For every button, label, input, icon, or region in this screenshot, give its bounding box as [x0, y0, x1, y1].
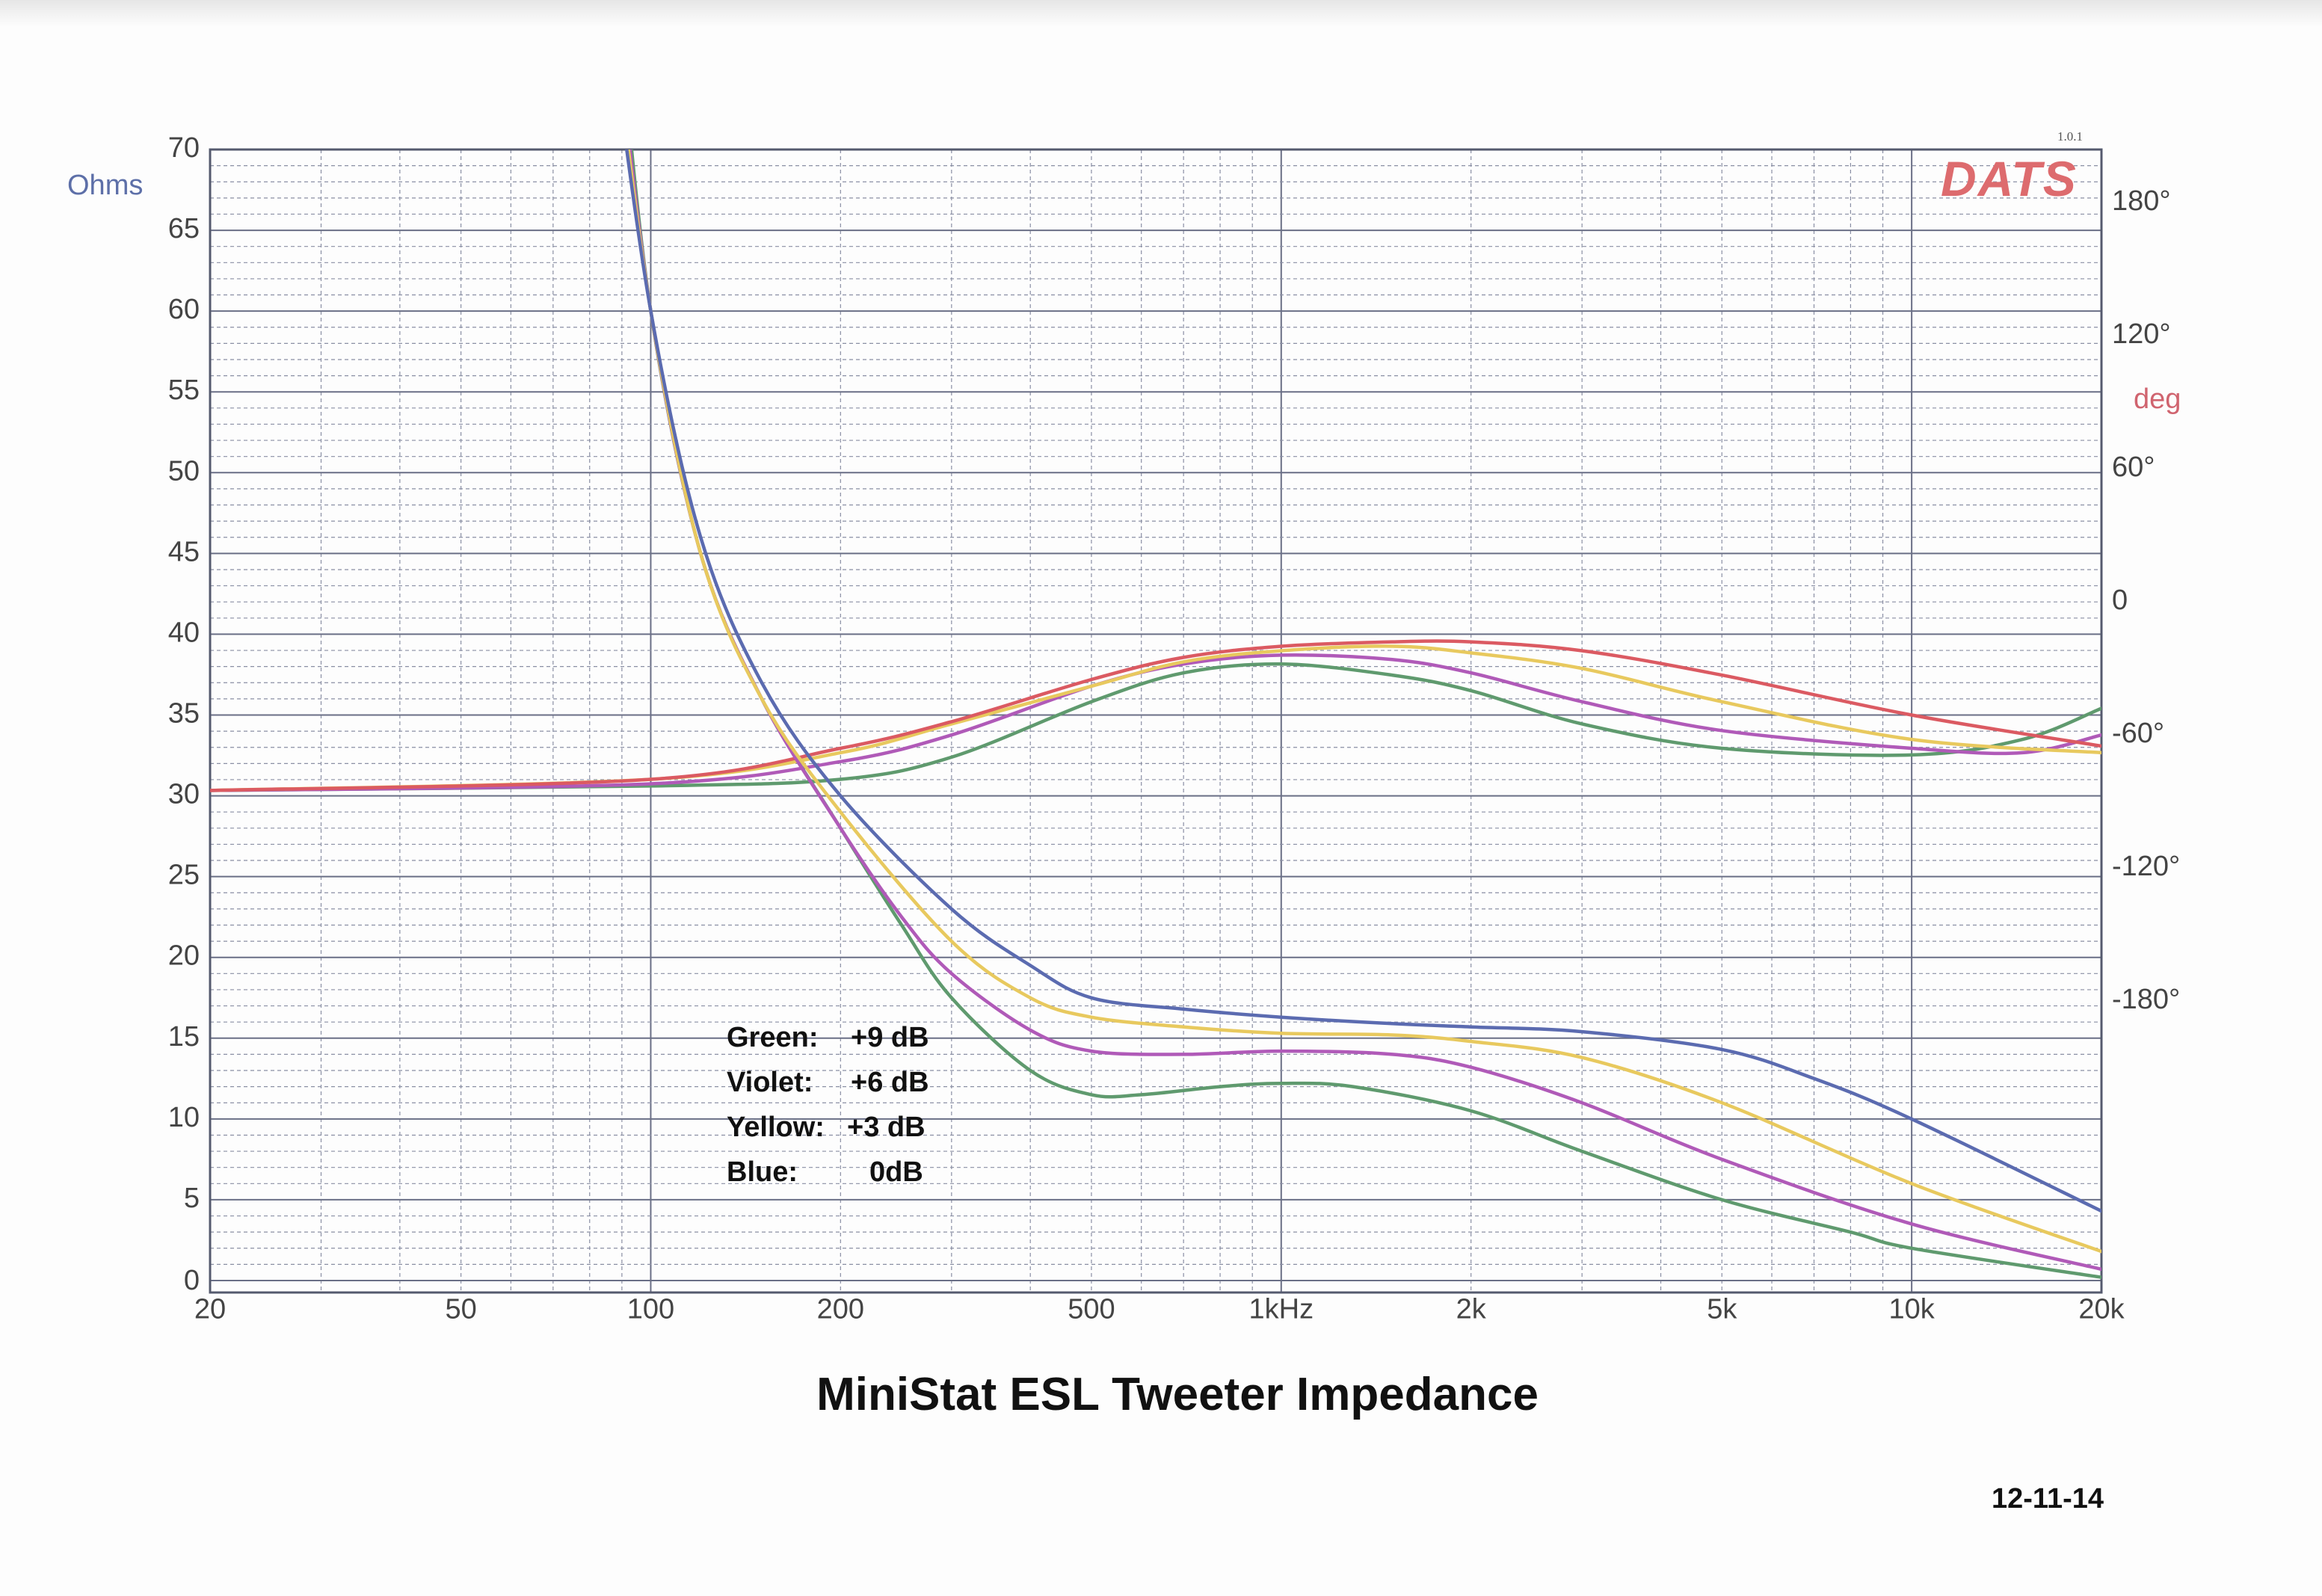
- ohms-tick-label: 5: [184, 1183, 200, 1214]
- phase-tick-label: -120°: [2112, 851, 2180, 882]
- phase-tick-label: -60°: [2112, 718, 2164, 749]
- phase-tick-label: -180°: [2112, 984, 2180, 1015]
- frequency-tick-label: 20k: [2078, 1293, 2125, 1325]
- ohms-tick-label: 70: [168, 132, 200, 164]
- ohms-tick-label: 10: [168, 1102, 200, 1133]
- ohms-tick-label: 30: [168, 779, 200, 810]
- legend-value-blue: 0dB: [869, 1156, 923, 1188]
- chart-title: MiniStat ESL Tweeter Impedance: [816, 1369, 1539, 1420]
- ohms-tick-label: 60: [168, 294, 200, 325]
- frequency-axis: 20 50 100 200 500 1kHz 2k 5k 10k 20k: [194, 1293, 2125, 1325]
- impedance-curve-violet: [628, 150, 2101, 1272]
- phase-curve-red: [210, 639, 2101, 792]
- ohms-unit-label: Ohms: [67, 170, 143, 201]
- impedance-curve-green: [629, 150, 2101, 1279]
- dats-logo: DATS: [1941, 151, 2078, 206]
- ohms-tick-label: 20: [168, 940, 200, 972]
- phase-curve-yellow: [210, 644, 2101, 792]
- phase-tick-label: 60°: [2112, 452, 2155, 483]
- legend-value-yellow: +3 dB: [847, 1112, 926, 1143]
- deg-unit-label: deg: [2134, 383, 2181, 415]
- curves: [210, 150, 2101, 1279]
- frequency-tick-label: 100: [627, 1293, 674, 1325]
- impedance-curve-yellow: [626, 150, 2101, 1254]
- scan-edge: [0, 0, 2322, 27]
- legend-block: Green: +9 dB Violet: +6 dB Yellow: +3 dB…: [727, 1022, 929, 1188]
- phase-axis: 180° 120° 60° 0 -60° -120° -180°: [2112, 185, 2180, 1015]
- frequency-tick-label: 10k: [1888, 1293, 1935, 1325]
- legend-value-green: +9 dB: [851, 1022, 929, 1053]
- frequency-tick-label: 1kHz: [1249, 1293, 1314, 1325]
- frequency-tick-label: 20: [194, 1293, 226, 1325]
- frequency-tick-label: 200: [817, 1293, 864, 1325]
- phase-curve-violet: [210, 653, 2101, 792]
- grid: [209, 149, 2102, 1292]
- ohms-tick-label: 25: [168, 860, 200, 891]
- legend-label-violet: Violet:: [727, 1067, 813, 1098]
- plot-frame: [209, 148, 2103, 1294]
- legend-label-blue: Blue:: [727, 1156, 798, 1188]
- phase-tick-label: 0: [2112, 585, 2128, 616]
- ohms-tick-label: 40: [168, 617, 200, 648]
- frequency-tick-label: 50: [445, 1293, 476, 1325]
- frequency-tick-label: 500: [1068, 1293, 1115, 1325]
- legend-label-green: Green:: [727, 1022, 818, 1053]
- impedance-curve-blue: [625, 150, 2101, 1213]
- phase-curve-green: [210, 662, 2101, 792]
- ohms-tick-label: 0: [184, 1265, 200, 1296]
- ohms-tick-label: 45: [168, 536, 200, 567]
- date-label: 12-11-14: [1992, 1483, 2104, 1515]
- legend-label-yellow: Yellow:: [727, 1112, 825, 1143]
- ohms-tick-label: 65: [168, 213, 200, 244]
- phase-tick-label: 120°: [2112, 318, 2171, 350]
- ohms-tick-label: 50: [168, 455, 200, 487]
- legend-value-violet: +6 dB: [851, 1067, 929, 1098]
- ohms-tick-label: 15: [168, 1021, 200, 1053]
- phase-tick-label: 180°: [2112, 185, 2171, 217]
- version-label: 1.0.1: [2057, 129, 2083, 144]
- ohms-tick-label: 55: [168, 375, 200, 406]
- ohms-axis: 0 5 10 15 20 25 30 35 40 45 50 55 60 65 70: [168, 132, 200, 1296]
- frequency-tick-label: 5k: [1707, 1293, 1737, 1325]
- ohms-tick-label: 35: [168, 698, 200, 730]
- frequency-tick-label: 2k: [1456, 1293, 1487, 1325]
